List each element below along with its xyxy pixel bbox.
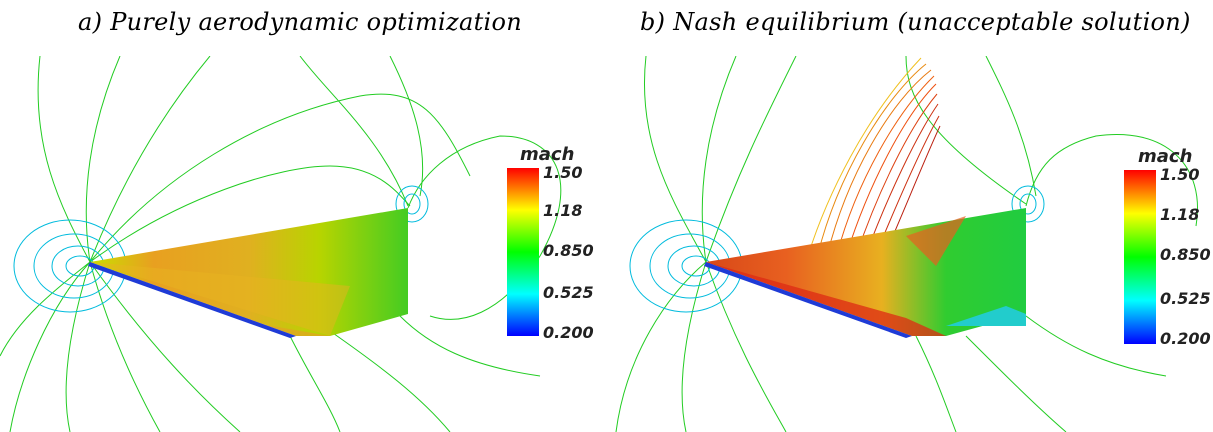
colorbar-tick-label: 0.200	[1160, 329, 1211, 348]
contour-lines	[0, 56, 562, 432]
colorbar-tick-label: 0.200	[543, 323, 594, 342]
colorbar-gradient	[507, 168, 539, 336]
colorbar-tick-label: 1.50	[543, 163, 582, 182]
colorbar-tick-label: 0.525	[1160, 289, 1211, 308]
colorbar-title: mach	[520, 144, 574, 165]
mach-contour-plot-a: mach 1.50 1.18 0.850 0.525 0.200	[0, 56, 600, 432]
colorbar-tick-label: 1.50	[1160, 165, 1199, 184]
colorbar-tick-label: 0.525	[543, 283, 594, 302]
colorbar-title: mach	[1138, 146, 1192, 167]
mach-contour-plot-b: mach 1.50 1.18 0.850 0.525 0.200	[606, 56, 1213, 432]
wing-surface	[88, 208, 408, 338]
shock-contours	[805, 57, 941, 263]
colorbar-gradient	[1124, 170, 1156, 344]
colorbar: mach 1.50 1.18 0.850 0.525 0.200	[1124, 146, 1211, 348]
caption-panel-b: b) Nash equilibrium (unacceptable soluti…	[640, 8, 1191, 36]
tip-contours	[395, 185, 429, 223]
colorbar-tick-label: 1.18	[543, 201, 582, 220]
wing-surface	[704, 208, 1026, 338]
colorbar-tick-label: 0.850	[543, 241, 594, 260]
caption-panel-a: a) Purely aerodynamic optimization	[78, 8, 523, 36]
colorbar: mach 1.50 1.18 0.850 0.525 0.200	[507, 144, 594, 342]
colorbar-tick-label: 0.850	[1160, 245, 1211, 264]
tip-contours	[1011, 185, 1045, 223]
colorbar-tick-label: 1.18	[1160, 205, 1199, 224]
